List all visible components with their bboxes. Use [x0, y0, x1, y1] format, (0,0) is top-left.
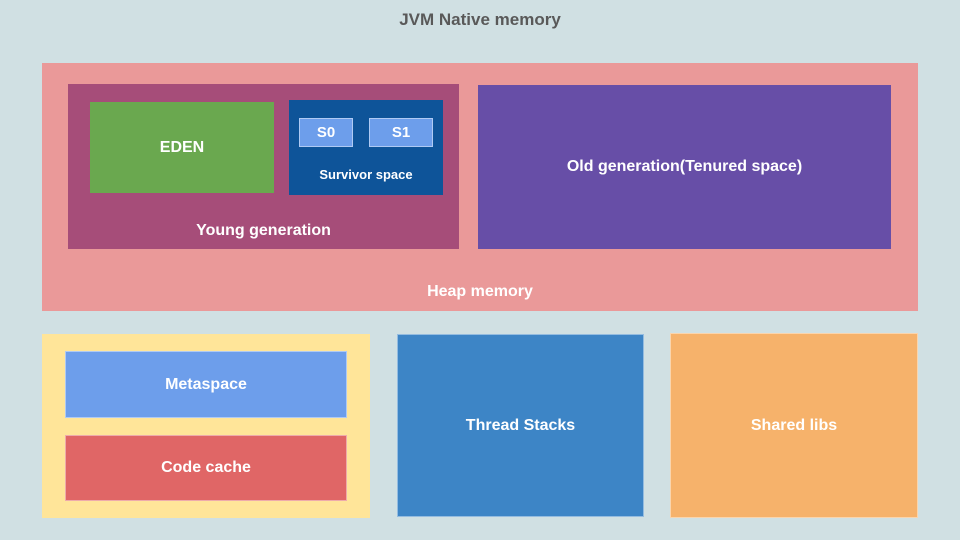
s0-box: S0: [299, 118, 353, 147]
metaspace-box: Metaspace: [65, 351, 347, 418]
young-generation-box: EDEN S0 S1 Survivor space Young generati…: [68, 84, 459, 249]
heap-memory-label: Heap memory: [427, 283, 533, 300]
s1-box: S1: [369, 118, 433, 147]
thread-stacks-box: Thread Stacks: [397, 334, 644, 517]
old-generation-box: Old generation(Tenured space): [478, 85, 891, 249]
shared-libs-box: Shared libs: [670, 333, 918, 518]
survivor-space-box: S0 S1 Survivor space: [289, 100, 443, 195]
young-generation-label: Young generation: [196, 222, 331, 239]
code-cache-box: Code cache: [65, 435, 347, 501]
page-title: JVM Native memory: [399, 10, 561, 29]
survivor-space-label: Survivor space: [319, 167, 413, 182]
eden-box: EDEN: [90, 102, 274, 193]
heap-memory-box: EDEN S0 S1 Survivor space Young generati…: [42, 63, 918, 311]
metaspace-group-box: Metaspace Code cache: [42, 334, 370, 518]
